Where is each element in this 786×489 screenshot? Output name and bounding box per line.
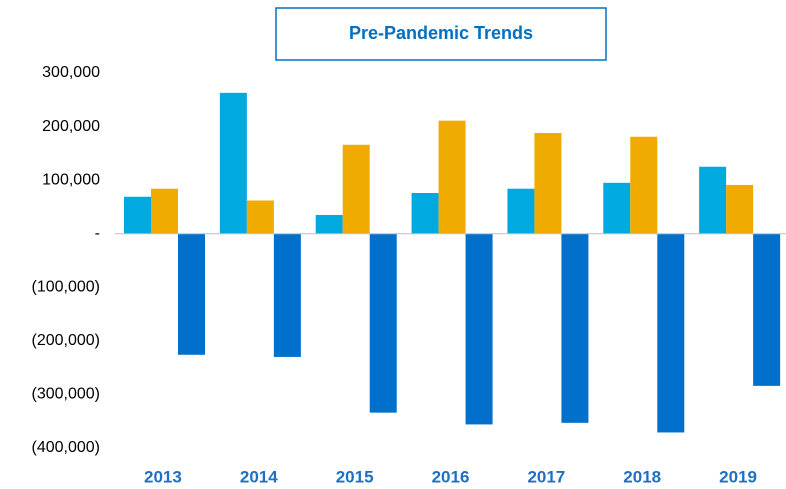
bar — [438, 120, 466, 234]
chart-title: Pre-Pandemic Trends — [349, 23, 533, 43]
bar — [630, 136, 658, 234]
y-tick-label: 100,000 — [42, 171, 100, 188]
y-tick-label: (300,000) — [32, 386, 101, 403]
y-tick-label: 300,000 — [42, 64, 100, 81]
bar — [273, 233, 301, 357]
bar — [699, 166, 727, 234]
bar — [342, 144, 370, 234]
bar — [657, 233, 685, 433]
y-tick-label: (400,000) — [32, 439, 101, 456]
y-tick-label: (100,000) — [32, 279, 101, 296]
x-tick-label: 2015 — [336, 467, 374, 486]
x-tick-label: 2019 — [719, 467, 757, 486]
y-tick-label: (200,000) — [32, 332, 101, 349]
title-box — [275, 7, 607, 61]
x-tick-label: 2018 — [623, 467, 661, 486]
bar — [534, 133, 562, 234]
y-tick-label: 200,000 — [42, 118, 100, 135]
bar — [151, 188, 178, 234]
bar — [507, 188, 535, 234]
bar — [178, 233, 205, 355]
bar — [369, 233, 397, 413]
bar — [124, 196, 151, 234]
y-tick-label: - — [95, 225, 100, 242]
bar — [411, 193, 439, 234]
x-tick-label: 2017 — [527, 467, 565, 486]
bar — [603, 182, 631, 234]
x-tick-label: 2014 — [240, 467, 278, 486]
bar — [465, 233, 493, 425]
bar — [753, 233, 781, 386]
bar — [561, 233, 589, 423]
x-tick-label: 2013 — [144, 467, 182, 486]
bar — [219, 92, 247, 234]
bar — [726, 184, 754, 234]
bar — [246, 200, 274, 234]
x-tick-label: 2016 — [432, 467, 470, 486]
bar — [315, 214, 343, 234]
